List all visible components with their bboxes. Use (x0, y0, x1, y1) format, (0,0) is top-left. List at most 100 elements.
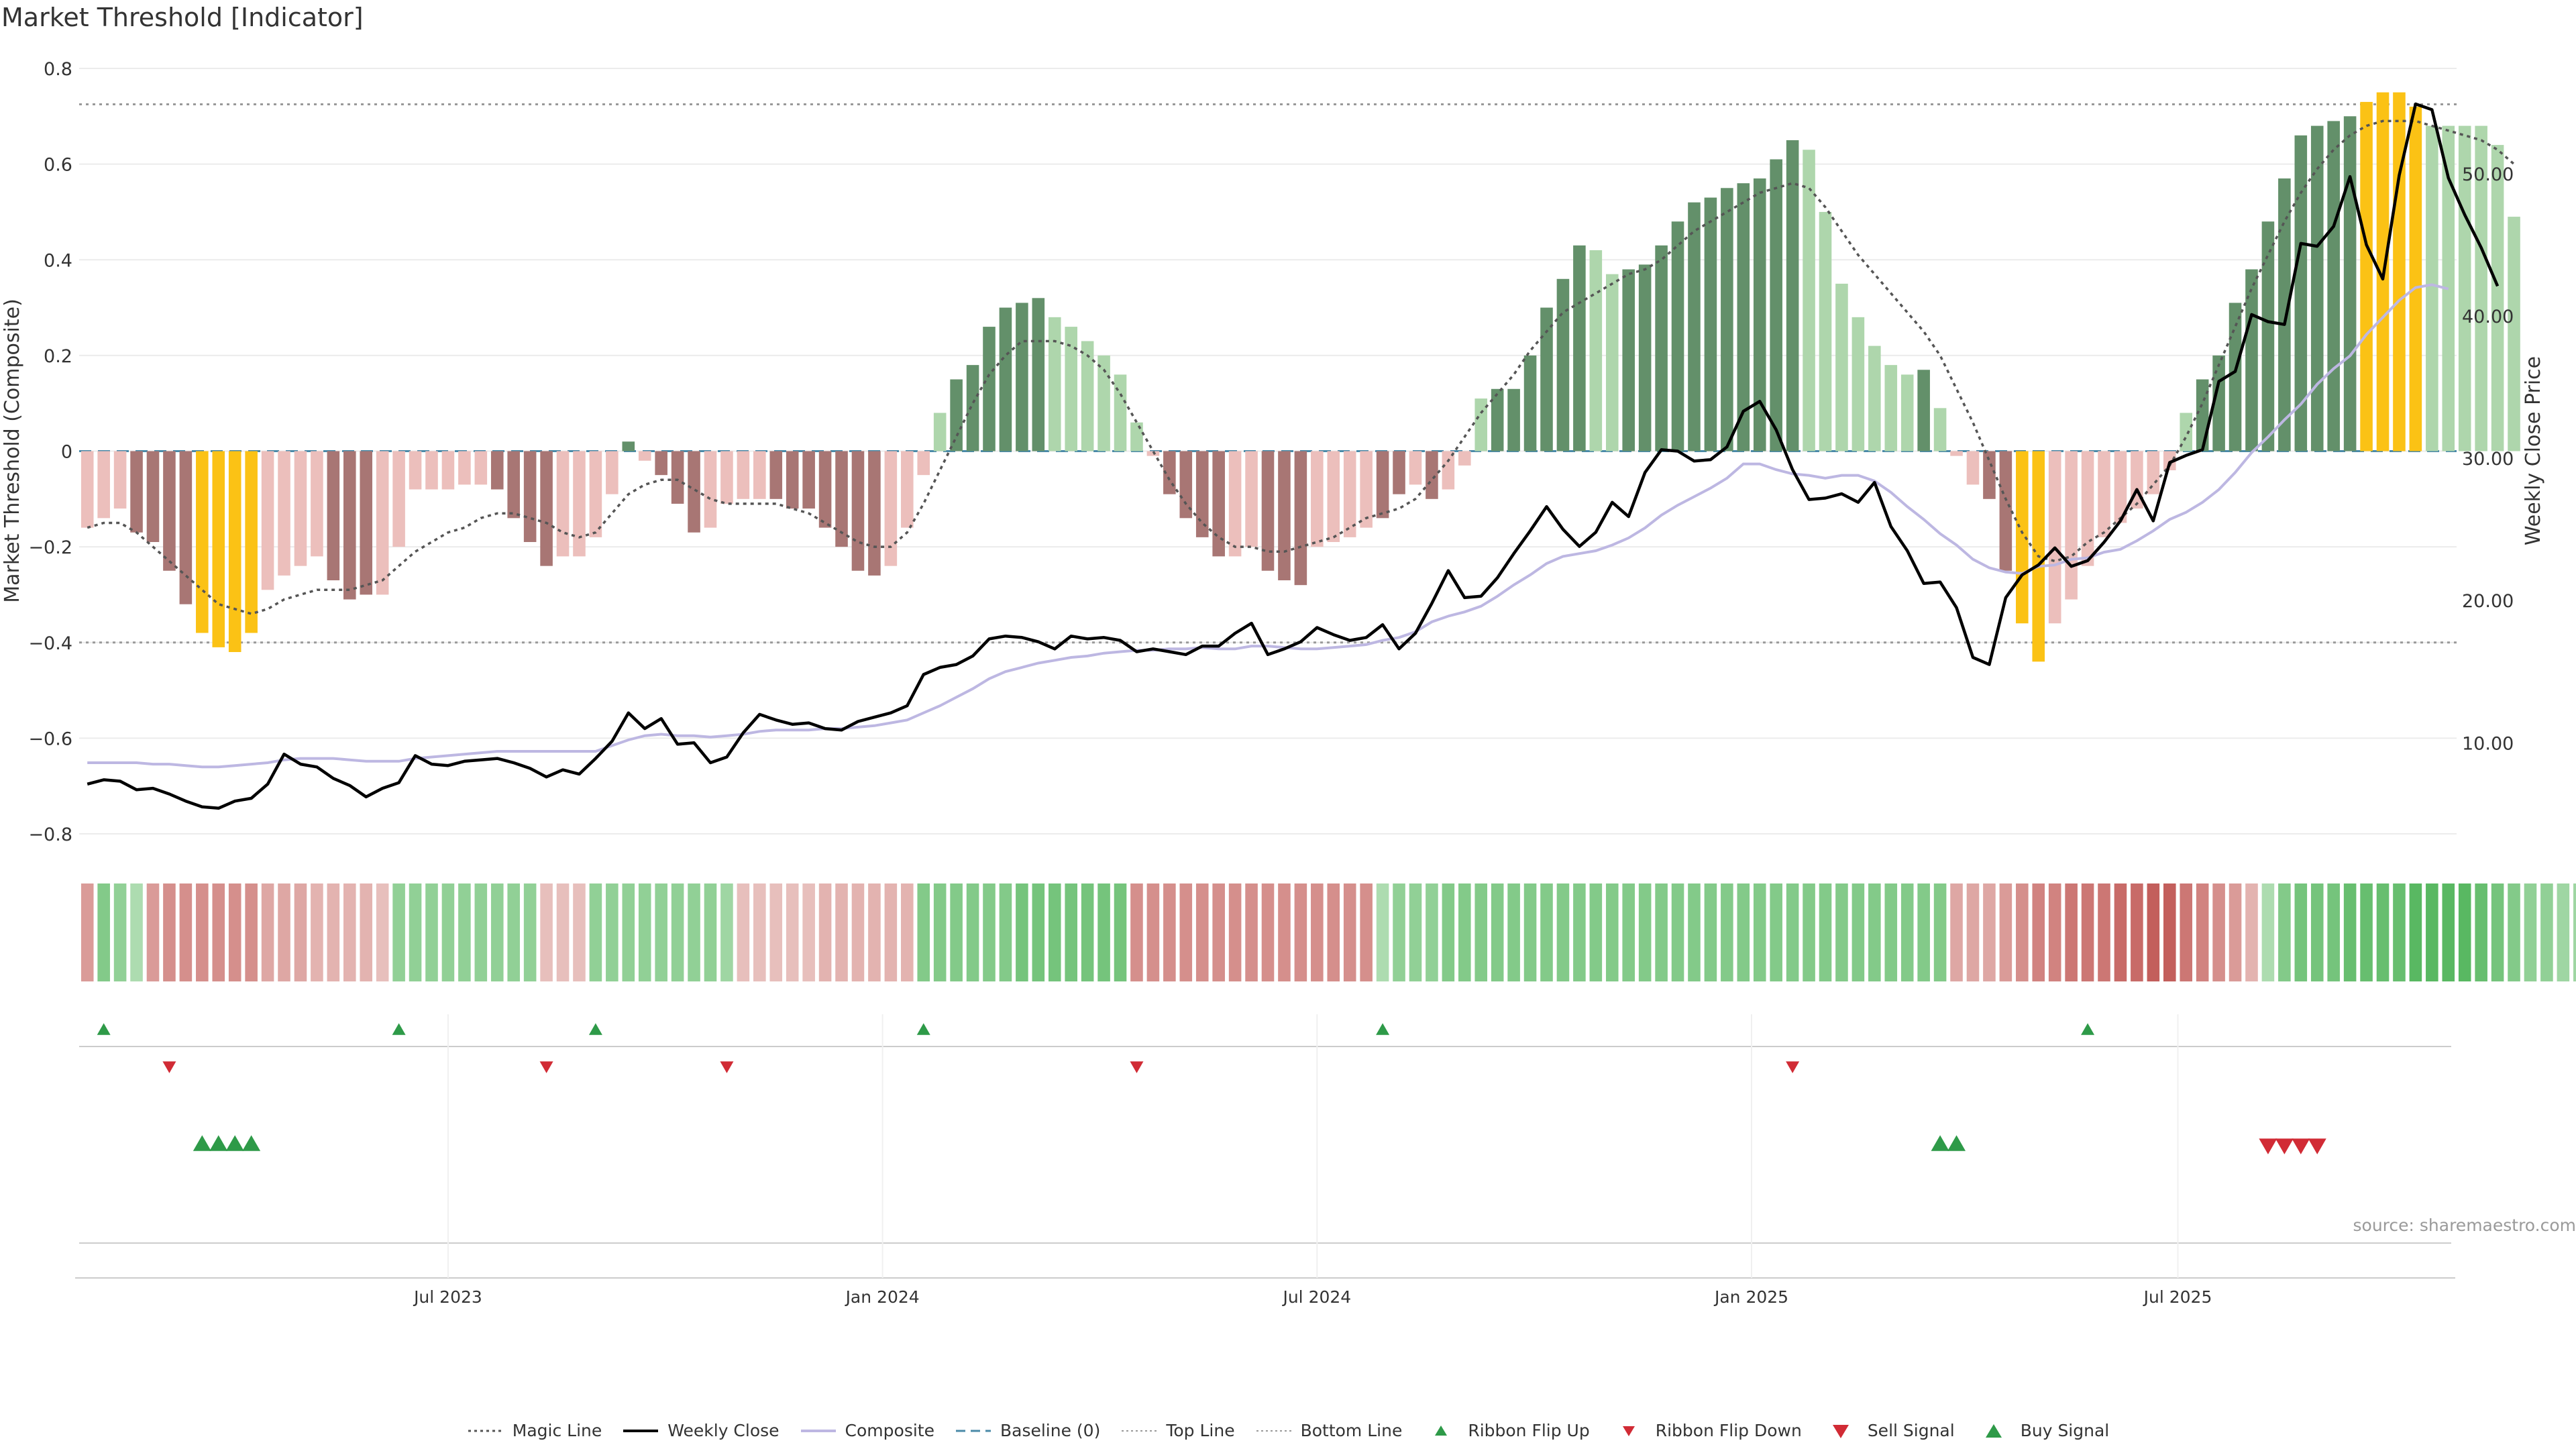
ribbon-cell (1458, 883, 1471, 981)
threshold-bar (261, 451, 274, 590)
ribbon-cell (1803, 883, 1815, 981)
y-tick-label: 0 (61, 442, 72, 463)
ribbon-flip-down-marker (1130, 1061, 1144, 1073)
threshold-bar (1474, 398, 1488, 451)
ribbon-cell (441, 883, 455, 981)
threshold-bar (1523, 355, 1537, 451)
legend-item: Top Line (1120, 1421, 1235, 1440)
x-tick-label: Jul 2023 (413, 1287, 482, 1307)
threshold-bar (1458, 451, 1471, 466)
legend-swatch (1122, 1430, 1157, 1432)
threshold-bar (1589, 250, 1603, 451)
ribbon-cell (2573, 883, 2576, 981)
threshold-bar (97, 451, 110, 519)
threshold-bar (769, 451, 783, 499)
ribbon-cell (1983, 883, 1996, 981)
threshold-bar (1065, 327, 1077, 451)
composite-line (87, 283, 2449, 769)
y-tick-label: −0.2 (28, 537, 72, 558)
ribbon-cell (2458, 883, 2471, 981)
threshold-bar (2114, 451, 2127, 523)
ribbon-cell (2540, 883, 2553, 981)
ribbon-cell (2508, 883, 2520, 981)
legend-swatch (1256, 1430, 1291, 1432)
legend-swatch (623, 1429, 659, 1432)
ribbon-cell (1032, 883, 1045, 981)
ribbon-cell (1212, 883, 1225, 981)
threshold-bar (2508, 217, 2520, 451)
ribbon-cell (1933, 883, 1947, 981)
legend-label: Buy Signal (2020, 1421, 2110, 1440)
legend-swatch (1622, 1426, 1635, 1436)
ribbon-cell (573, 883, 586, 981)
threshold-bar (2278, 178, 2291, 451)
threshold-bar (409, 451, 422, 490)
ribbon-cell (2327, 883, 2340, 981)
ribbon-cell (1327, 883, 1340, 981)
ribbon-cell (1540, 883, 1553, 981)
ribbon-cell (1966, 883, 1980, 981)
threshold-bar (966, 365, 979, 451)
ribbon-flip-up-marker (392, 1023, 406, 1035)
ribbon-cell (311, 883, 323, 981)
x-tick-label: Jul 2025 (2143, 1287, 2212, 1307)
y2-tick-label: 50.00 (2462, 164, 2514, 185)
ribbon-cell (212, 883, 225, 981)
ribbon-cell (818, 883, 832, 981)
ribbon-cell (2294, 883, 2308, 981)
ribbon-cell (1343, 883, 1356, 981)
ribbon-cell (802, 883, 815, 981)
ribbon-cell (1786, 883, 1799, 981)
buy-signal-marker (225, 1135, 244, 1151)
threshold-bar (2426, 125, 2438, 451)
ribbon-cell (1884, 883, 1898, 981)
threshold-bar (1786, 140, 1799, 451)
threshold-bar (638, 451, 651, 461)
ribbon-cell (2032, 883, 2045, 981)
ribbon-cell (1016, 883, 1028, 981)
threshold-bar (753, 451, 766, 499)
ribbon-cell (523, 883, 537, 981)
threshold-bar (228, 451, 241, 653)
legend-item: Ribbon Flip Up (1422, 1421, 1590, 1440)
threshold-bar (1245, 451, 1258, 547)
x-tick-label: Jan 2025 (1713, 1287, 1788, 1307)
ribbon-cell (1474, 883, 1488, 981)
threshold-bar (2163, 451, 2176, 471)
ribbon-flip-down-marker (539, 1061, 553, 1073)
ribbon-cell (1376, 883, 1389, 981)
legend-swatch (800, 1429, 836, 1432)
ribbon-cell (474, 883, 488, 981)
threshold-bars (80, 92, 2520, 662)
ribbon-cell (769, 883, 783, 981)
buy-signal-marker (1931, 1135, 1949, 1151)
threshold-bar (1999, 451, 2012, 571)
y-tick-label: 0.2 (44, 346, 72, 367)
threshold-bar (2409, 107, 2422, 451)
ribbon-cell (786, 883, 799, 981)
threshold-bar (1721, 188, 1733, 451)
y-tick-label: −0.6 (28, 729, 72, 749)
ribbon-cell (1737, 883, 1750, 981)
ribbon-cell (737, 883, 750, 981)
threshold-bar (1426, 451, 1438, 499)
threshold-bar (2229, 303, 2242, 451)
threshold-bar (441, 451, 455, 490)
ribbon-cell (1081, 883, 1094, 981)
threshold-bar (1278, 451, 1291, 581)
threshold-bar (490, 451, 504, 490)
legend-item: Ribbon Flip Down (1610, 1421, 1802, 1440)
ribbon-cell (933, 883, 947, 981)
threshold-bar (1261, 451, 1275, 571)
threshold-bar (606, 451, 619, 494)
threshold-bar (1540, 307, 1553, 451)
threshold-bar (556, 451, 570, 557)
ribbon-cell (2524, 883, 2537, 981)
ribbon-cell (720, 883, 733, 981)
threshold-bar (1917, 370, 1930, 451)
threshold-bar (1671, 221, 1684, 451)
ribbon-cell (425, 883, 438, 981)
ribbon-cell (1311, 883, 1324, 981)
legend-swatch (1832, 1424, 1849, 1438)
legend-label: Ribbon Flip Down (1655, 1421, 1802, 1440)
